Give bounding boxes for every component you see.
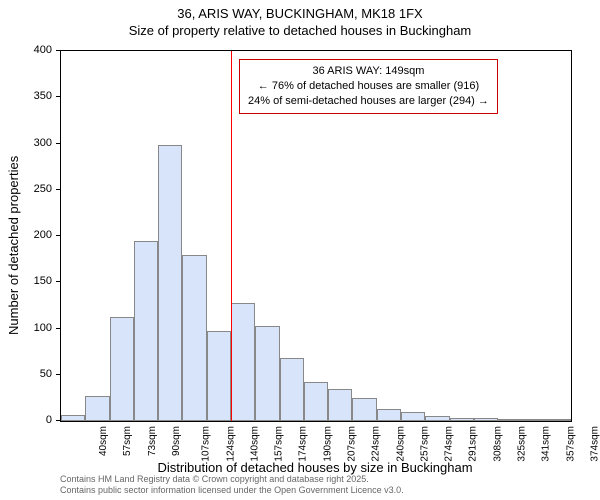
xtick-label: 174sqm xyxy=(298,426,309,462)
bar xyxy=(231,303,255,421)
xtick-label: 325sqm xyxy=(517,426,528,462)
annotation-line3: 24% of semi-detached houses are larger (… xyxy=(248,94,489,109)
bar xyxy=(207,331,231,421)
bar xyxy=(304,382,328,421)
marker-vline xyxy=(231,51,232,421)
bar xyxy=(158,145,182,421)
ytick-label: 300 xyxy=(0,137,52,149)
xtick-label: 124sqm xyxy=(225,426,236,462)
xtick-label: 374sqm xyxy=(589,426,600,462)
bar xyxy=(377,409,401,421)
bar xyxy=(255,326,279,421)
ytick-label: 350 xyxy=(0,90,52,102)
ytick-label: 50 xyxy=(0,368,52,380)
bar xyxy=(522,419,546,421)
xtick-label: 341sqm xyxy=(541,426,552,462)
bar xyxy=(110,317,134,421)
xtick-label: 207sqm xyxy=(347,426,358,462)
annotation-line1: 36 ARIS WAY: 149sqm xyxy=(248,64,489,79)
footnote-line1: Contains HM Land Registry data © Crown c… xyxy=(60,474,404,485)
ytick-label: 100 xyxy=(0,322,52,334)
bar xyxy=(134,241,158,421)
xtick-label: 308sqm xyxy=(492,426,503,462)
chart-container: 36, ARIS WAY, BUCKINGHAM, MK18 1FX Size … xyxy=(0,0,600,500)
xtick-label: 57sqm xyxy=(122,426,133,456)
xtick-label: 291sqm xyxy=(468,426,479,462)
xtick-label: 73sqm xyxy=(147,426,158,456)
bar xyxy=(498,419,522,421)
chart-title-block: 36, ARIS WAY, BUCKINGHAM, MK18 1FX Size … xyxy=(0,6,600,40)
bar xyxy=(547,419,571,421)
bar xyxy=(61,415,85,421)
bar xyxy=(425,416,449,421)
bar xyxy=(352,398,376,421)
xtick-label: 40sqm xyxy=(98,426,109,456)
bar xyxy=(85,396,109,421)
xtick-label: 157sqm xyxy=(274,426,285,462)
xtick-label: 140sqm xyxy=(249,426,260,462)
bar xyxy=(401,412,425,421)
title-line2: Size of property relative to detached ho… xyxy=(0,23,600,40)
ytick-label: 250 xyxy=(0,183,52,195)
xtick-label: 257sqm xyxy=(419,426,430,462)
xtick-label: 190sqm xyxy=(322,426,333,462)
xtick-label: 107sqm xyxy=(201,426,212,462)
xtick-label: 274sqm xyxy=(444,426,455,462)
bar xyxy=(450,418,474,421)
ytick-label: 200 xyxy=(0,229,52,241)
xtick-label: 357sqm xyxy=(565,426,576,462)
footnote: Contains HM Land Registry data © Crown c… xyxy=(60,474,404,496)
annotation-box: 36 ARIS WAY: 149sqm ← 76% of detached ho… xyxy=(239,59,498,114)
bar xyxy=(328,389,352,421)
xtick-label: 90sqm xyxy=(171,426,182,456)
plot-area: 36 ARIS WAY: 149sqm ← 76% of detached ho… xyxy=(60,50,572,422)
ytick-label: 150 xyxy=(0,275,52,287)
x-axis-label: Distribution of detached houses by size … xyxy=(60,460,570,475)
bar xyxy=(474,418,498,421)
ytick-label: 400 xyxy=(0,44,52,56)
ytick-label: 0 xyxy=(0,414,52,426)
bar xyxy=(280,358,304,421)
xtick-label: 240sqm xyxy=(395,426,406,462)
title-line1: 36, ARIS WAY, BUCKINGHAM, MK18 1FX xyxy=(0,6,600,23)
footnote-line2: Contains public sector information licen… xyxy=(60,485,404,496)
annotation-line2: ← 76% of detached houses are smaller (91… xyxy=(248,79,489,94)
bar xyxy=(182,255,206,422)
xtick-label: 224sqm xyxy=(371,426,382,462)
